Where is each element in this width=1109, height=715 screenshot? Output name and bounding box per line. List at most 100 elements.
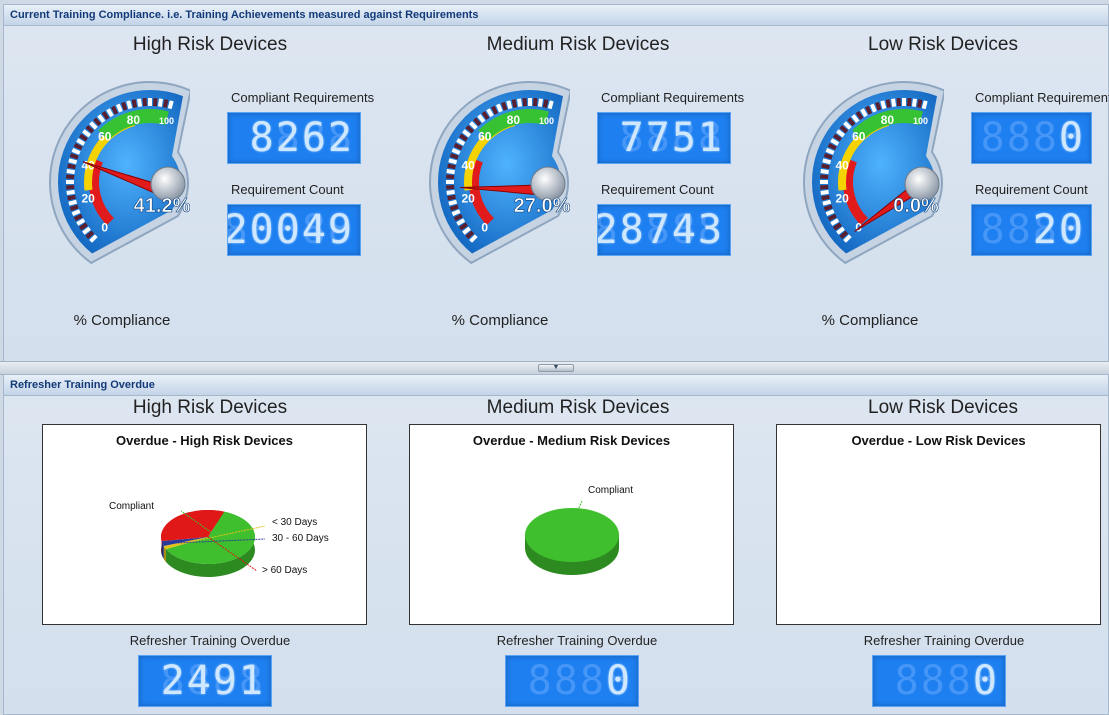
- gauge-tick: [137, 98, 143, 107]
- gauge-tick: [906, 98, 912, 107]
- pie-slice-label: 30 - 60 Days: [272, 533, 329, 544]
- pie-slice-label: Compliant: [109, 501, 154, 512]
- gauge-tick: [93, 117, 102, 127]
- gauge-tick-label: 20: [82, 192, 96, 206]
- gauge-hub: [530, 166, 566, 202]
- pie-slice: [161, 510, 225, 542]
- gauge-tick: [821, 163, 830, 170]
- gauge-tick: [152, 98, 158, 107]
- gauge-zone: [852, 109, 923, 141]
- gauge-tick: [111, 105, 119, 115]
- gauge-tick: [537, 98, 543, 107]
- gauge-tick: [167, 100, 174, 110]
- gauge-tick: [456, 138, 466, 146]
- gauge-tick: [821, 194, 830, 201]
- gauge-tick: [823, 153, 833, 160]
- gauge-tick: [456, 218, 466, 226]
- gauge-tick: [68, 199, 78, 206]
- pie-slice: [161, 537, 208, 547]
- gauge-tick: [451, 209, 461, 216]
- gauge-tick: [506, 100, 513, 110]
- gauge-tick: [860, 108, 868, 118]
- compliant-requirements-label: Compliant Requirements: [975, 90, 1109, 105]
- pie-leader-line: [164, 525, 266, 549]
- gauge-tick: [82, 129, 91, 138]
- gauge-tick: [532, 98, 538, 107]
- gauge-tick: [477, 114, 486, 123]
- compliance-panel-title: Current Training Compliance. i.e. Traini…: [4, 5, 1108, 26]
- gauge-tick-label: 0: [101, 220, 108, 234]
- gauge-tick: [449, 153, 459, 160]
- compliant-requirements-label: Compliant Requirements: [601, 90, 745, 105]
- gauge-value-label: 27.0%: [514, 195, 570, 217]
- overdue-pie: [777, 425, 1100, 624]
- gauge-zone: [843, 158, 869, 226]
- gauge-zone: [469, 158, 495, 226]
- gauge-tick-label: 100: [913, 116, 928, 126]
- gauge-tick: [453, 143, 463, 151]
- gauge-tick: [157, 98, 163, 107]
- splitter-collapse-button[interactable]: ▼: [538, 364, 574, 372]
- gauge-tick: [462, 129, 471, 138]
- gauge-tick: [547, 100, 554, 110]
- section-title: Low Risk Devices: [868, 34, 1018, 55]
- gauge-tick: [131, 99, 138, 108]
- pie-slice-side: [166, 511, 256, 577]
- section-title: Low Risk Devices: [868, 397, 1018, 418]
- gauge-tick: [865, 105, 873, 115]
- gauge-tick: [66, 189, 75, 195]
- gauge-tick: [825, 209, 835, 216]
- gauge-zone: [98, 109, 169, 141]
- refresher-caption: Refresher Training Overdue: [496, 633, 658, 648]
- gauge-tick: [875, 101, 882, 111]
- gauge-tick: [76, 218, 86, 226]
- gauge-tick-label: 80: [881, 113, 895, 127]
- compliant-requirements-display: 8888 8262: [227, 112, 361, 164]
- gauge-hub: [150, 166, 186, 202]
- gauge-tick: [66, 169, 75, 175]
- gauge-tick: [825, 148, 835, 155]
- gauge-tick: [67, 194, 76, 201]
- refresher-overdue-value: 0: [972, 658, 999, 704]
- requirement-count-value: 20: [1032, 207, 1085, 253]
- gauge-tick: [481, 111, 490, 120]
- gauge-tick: [447, 163, 456, 170]
- gauge-tick: [69, 153, 79, 160]
- gauge-tick: [830, 218, 840, 226]
- gauge-tick: [836, 129, 845, 138]
- gauge-tick: [71, 209, 81, 216]
- pie-slice-side: [163, 546, 167, 563]
- gauge-tick: [446, 184, 455, 190]
- pie-slice-side: [161, 541, 164, 560]
- gauge-tick: [839, 125, 849, 134]
- pie-leader-line: [555, 500, 583, 561]
- gauge-tick-label: 100: [159, 116, 174, 126]
- gauge-value-label: 0.0%: [893, 195, 939, 217]
- gauge-tick: [66, 184, 75, 190]
- gauge-tick: [827, 143, 837, 151]
- compliant-requirements-value: 7751: [619, 115, 724, 161]
- gauge-tick: [85, 125, 95, 134]
- gauge-caption: % Compliance: [821, 312, 919, 329]
- pie-slice-label: > 60 Days: [262, 565, 307, 576]
- gauge-tick: [836, 226, 845, 235]
- gauge-tick: [501, 101, 508, 111]
- gauge-value-label: 41.2%: [134, 195, 190, 217]
- panel-splitter[interactable]: ▼: [0, 361, 1109, 375]
- gauge-tick: [89, 121, 98, 130]
- refresher-overdue-display: 8888 2491: [138, 655, 272, 707]
- gauge-tick: [843, 121, 852, 130]
- gauge-tick: [870, 103, 877, 113]
- gauge-tick: [469, 121, 478, 130]
- refresher-overdue-display: 8888 0: [505, 655, 639, 707]
- gauge-tick: [69, 204, 79, 211]
- requirement-count-display: 8888 20: [971, 204, 1092, 256]
- gauge-tick: [465, 230, 475, 239]
- gauge-tick: [830, 138, 840, 146]
- requirement-count-display: 88888 20049: [227, 204, 361, 256]
- chart-title: Overdue - Low Risk Devices: [851, 433, 1026, 448]
- requirement-count-label: Requirement Count: [231, 182, 344, 197]
- gauge-tick: [446, 174, 455, 180]
